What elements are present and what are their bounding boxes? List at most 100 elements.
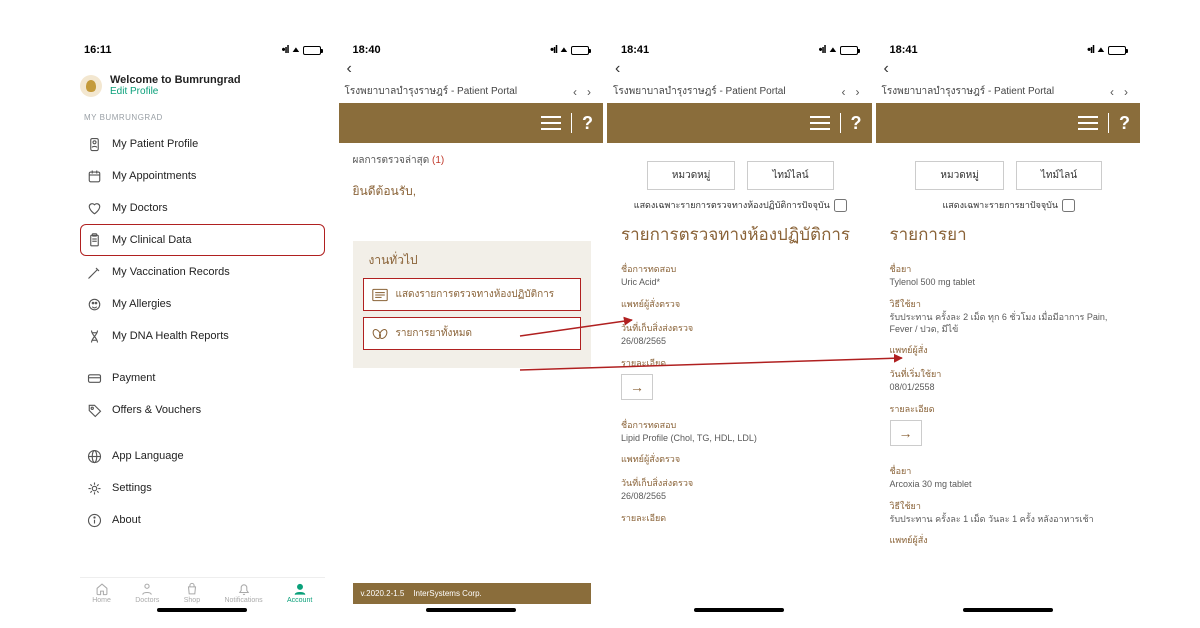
nav-prev[interactable]: ‹	[573, 85, 577, 99]
status-bar: 16:11	[70, 40, 335, 58]
tab-home[interactable]: Home	[92, 582, 111, 604]
allergy-icon	[86, 296, 102, 312]
signal-icon	[550, 44, 557, 56]
menu-item-my-clinical-data[interactable]: My Clinical Data	[80, 224, 325, 256]
heart-icon	[86, 200, 102, 216]
status-bar: 18:40	[339, 40, 604, 58]
portal-title: โรงพยาบาลบำรุงราษฎร์ - Patient Portal	[345, 84, 518, 99]
nav-next[interactable]: ›	[587, 85, 591, 99]
menu-item-my-patient-profile[interactable]: My Patient Profile	[80, 128, 325, 160]
medication-record: ชื่อยาArcoxia 30 mg tabletวิธีใช้ยารับปร…	[890, 464, 1129, 559]
current-only-checkbox	[1062, 199, 1075, 212]
screen-4-medications: 18:41 ‹ โรงพยาบาลบำรุงราษฎร์ - Patient P…	[876, 40, 1141, 618]
syringe-icon	[86, 264, 102, 280]
notifications-icon	[237, 582, 251, 596]
status-time: 18:40	[353, 44, 381, 56]
latest-results-row[interactable]: ผลการตรวจล่าสุด (1)	[353, 153, 592, 168]
lab-record: ชื่อการทดสอบUric Acid*แพทย์ผู้สั่งตรวจวั…	[621, 262, 860, 411]
page-title: รายการยา	[890, 224, 1129, 246]
current-only-checkbox	[834, 199, 847, 212]
status-time: 16:11	[84, 44, 112, 56]
tab-account[interactable]: Account	[287, 582, 312, 604]
tab-category[interactable]: หมวดหมู่	[915, 161, 1003, 190]
nav-next[interactable]: ›	[856, 85, 860, 99]
shop-icon	[185, 582, 199, 596]
tasks-title: งานทั่วไป	[369, 251, 582, 270]
card-icon	[86, 370, 102, 386]
pills-icon	[372, 327, 388, 341]
help-icon[interactable]: ?	[582, 113, 593, 134]
home-indicator	[426, 608, 516, 612]
menu-item-my-appointments[interactable]: My Appointments	[80, 160, 325, 192]
current-only-checkbox-row[interactable]: แสดงเฉพาะรายการตรวจทางห้องปฏิบัติการปัจจ…	[621, 198, 860, 212]
tab-timeline[interactable]: ไทม์ไลน์	[1016, 161, 1102, 190]
doctors-icon	[140, 582, 154, 596]
menu-item-my-allergies[interactable]: My Allergies	[80, 288, 325, 320]
menu-item-payment[interactable]: Payment	[80, 362, 325, 394]
hospital-logo	[80, 75, 102, 97]
portal-top-bar: ?	[607, 103, 872, 143]
menu-item-about[interactable]: About	[80, 504, 325, 536]
back-button[interactable]: ‹	[339, 58, 604, 80]
current-only-checkbox-row[interactable]: แสดงเฉพาะรายการยาปัจจุบัน	[890, 198, 1129, 212]
back-button[interactable]: ‹	[876, 58, 1141, 80]
nav-prev[interactable]: ‹	[1110, 85, 1114, 99]
help-icon[interactable]: ?	[851, 113, 862, 134]
home-indicator	[694, 608, 784, 612]
general-tasks-box: งานทั่วไป แสดงรายการตรวจทางห้องปฏิบัติกา…	[353, 241, 592, 368]
menu-item-my-vaccination-records[interactable]: My Vaccination Records	[80, 256, 325, 288]
menu-item-settings[interactable]: Settings	[80, 472, 325, 504]
nav-prev[interactable]: ‹	[842, 85, 846, 99]
menu-item-my-doctors[interactable]: My Doctors	[80, 192, 325, 224]
menu-item-offers-&-vouchers[interactable]: Offers & Vouchers	[80, 394, 325, 426]
nav-next[interactable]: ›	[1124, 85, 1128, 99]
tab-notifications[interactable]: Notifications	[224, 582, 262, 604]
wifi-icon	[292, 44, 300, 56]
tab-timeline[interactable]: ไทม์ไลน์	[747, 161, 833, 190]
portal-top-bar: ?	[876, 103, 1141, 143]
help-icon[interactable]: ?	[1119, 113, 1130, 134]
menu-icon[interactable]	[810, 114, 830, 132]
battery-icon	[1108, 46, 1126, 55]
edit-profile-link[interactable]: Edit Profile	[110, 86, 241, 97]
signal-icon	[819, 44, 826, 56]
signal-icon	[282, 44, 289, 56]
status-bar: 18:41	[607, 40, 872, 58]
back-button[interactable]: ‹	[607, 58, 872, 80]
portal-top-bar: ?	[339, 103, 604, 143]
home-indicator	[963, 608, 1053, 612]
section-label: MY BUMRUNGRAD	[84, 113, 325, 122]
tab-doctors[interactable]: Doctors	[135, 582, 159, 604]
battery-icon	[571, 46, 589, 55]
patient-icon	[86, 136, 102, 152]
tab-category[interactable]: หมวดหมู่	[647, 161, 735, 190]
signal-icon	[1087, 44, 1094, 56]
details-button[interactable]: →	[621, 374, 653, 400]
bottom-tab-bar: Home Doctors Shop Notifications Account	[80, 577, 325, 604]
welcome-text: Welcome to Bumrungrad	[110, 74, 241, 86]
results-count: (1)	[432, 155, 444, 166]
page-title: รายการตรวจทางห้องปฏิบัติการ	[621, 224, 860, 246]
info-icon	[86, 512, 102, 528]
portal-title: โรงพยาบาลบำรุงราษฎร์ - Patient Portal	[613, 84, 786, 99]
screen-2-portal-home: 18:40 ‹ โรงพยาบาลบำรุงราษฎร์ - Patient P…	[339, 40, 604, 618]
home-icon	[95, 582, 109, 596]
dna-icon	[86, 328, 102, 344]
tab-shop[interactable]: Shop	[184, 582, 200, 604]
menu-icon[interactable]	[1078, 114, 1098, 132]
details-button[interactable]: →	[890, 420, 922, 446]
screen-1-menu: 16:11 Welcome to Bumrungrad Edit Profile…	[70, 40, 335, 618]
menu-icon[interactable]	[541, 114, 561, 132]
tag-icon	[86, 402, 102, 418]
gear-icon	[86, 480, 102, 496]
welcome-line: ยินดีต้อนรับ,	[353, 182, 592, 201]
status-time: 18:41	[890, 44, 918, 56]
action-all-medications[interactable]: รายการยาทั้งหมด	[363, 317, 582, 350]
status-bar: 18:41	[876, 40, 1141, 58]
action-lab-results[interactable]: แสดงรายการตรวจทางห้องปฏิบัติการ	[363, 278, 582, 311]
portal-title: โรงพยาบาลบำรุงราษฎร์ - Patient Portal	[882, 84, 1055, 99]
screen-3-lab-list: 18:41 ‹ โรงพยาบาลบำรุงราษฎร์ - Patient P…	[607, 40, 872, 618]
wifi-icon	[560, 44, 568, 56]
menu-item-my-dna-health-reports[interactable]: My DNA Health Reports	[80, 320, 325, 352]
menu-item-app-language[interactable]: App Language	[80, 440, 325, 472]
